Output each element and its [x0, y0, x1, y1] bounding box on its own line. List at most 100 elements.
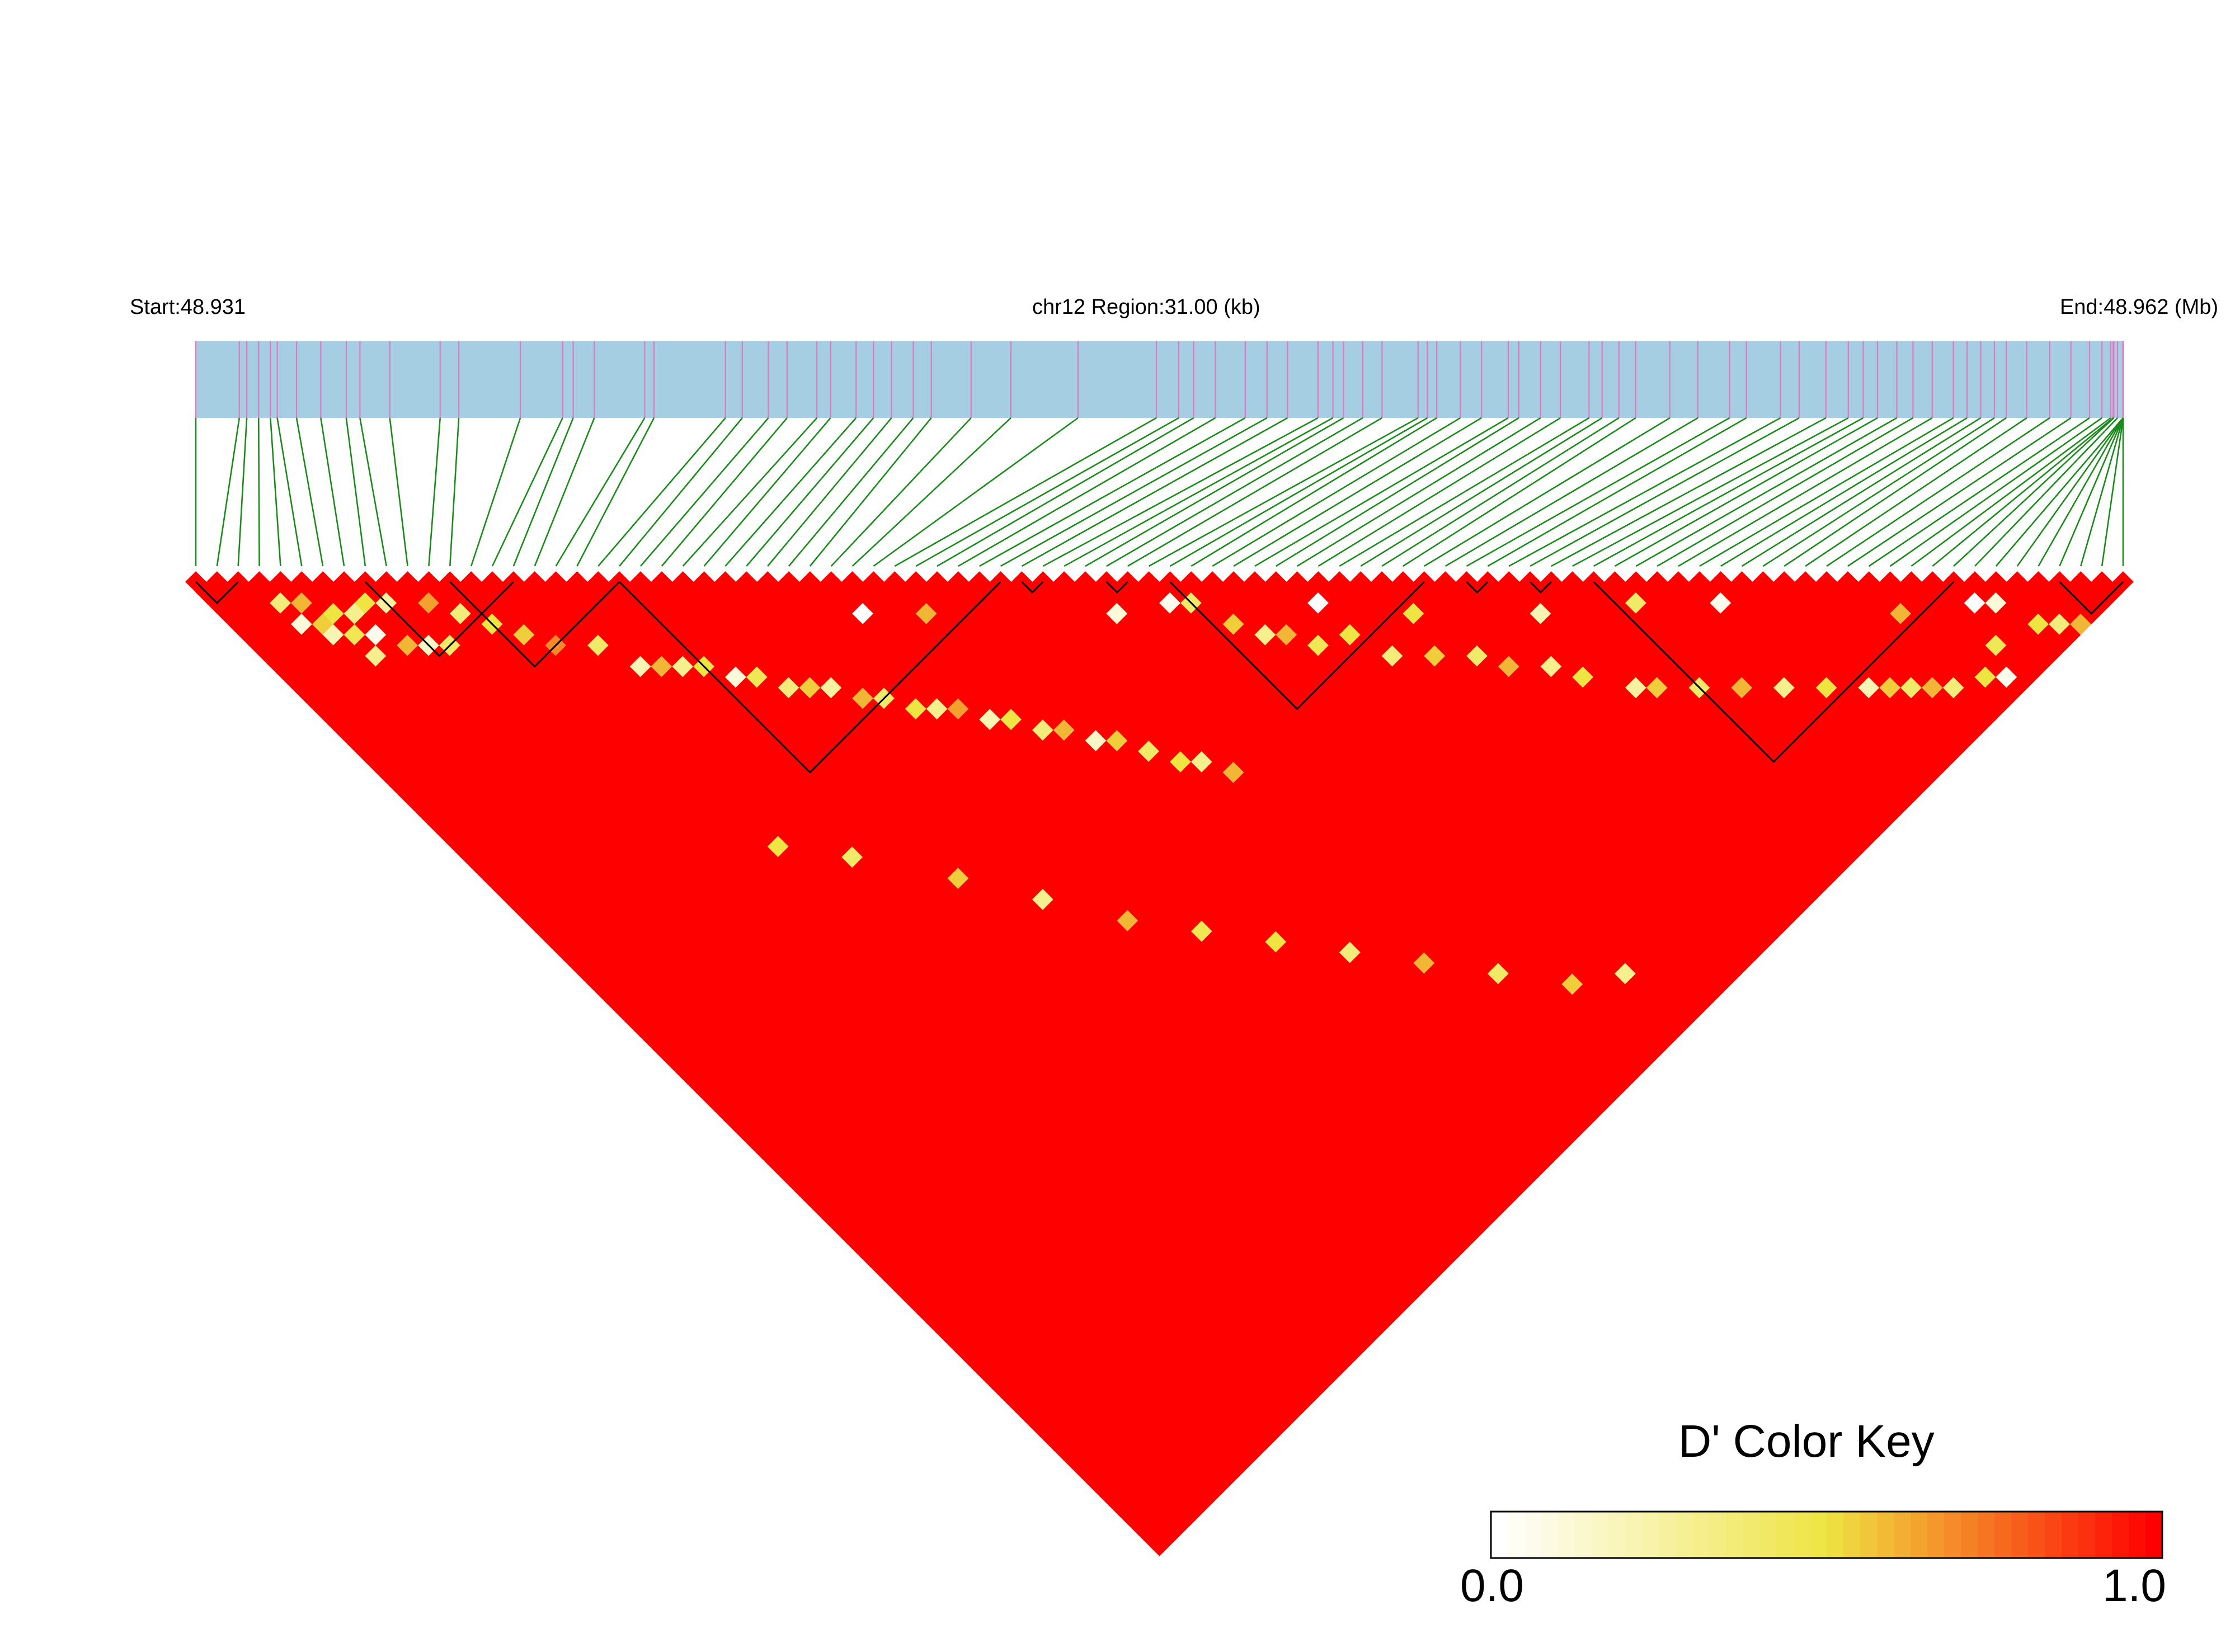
snp-connector [295, 417, 324, 567]
color-key-segment [1810, 1512, 1827, 1558]
color-key-segment [1659, 1512, 1676, 1558]
snp-connector [1254, 417, 1509, 567]
color-key-segment [1592, 1512, 1609, 1558]
color-key-segment [1575, 1512, 1592, 1558]
region-start-label: Start:48.931 [130, 295, 246, 319]
snp-connector [2016, 417, 2124, 567]
snp-connector [1233, 417, 1482, 567]
snp-connector [345, 417, 366, 567]
snp-connector [1424, 417, 1671, 567]
snp-connector [1085, 417, 1344, 567]
snp-connector [270, 417, 281, 567]
snp-connector [1360, 417, 1603, 567]
snp-connector [2059, 417, 2124, 567]
ld-heatmap [185, 571, 2134, 1556]
color-key-segment [1558, 1512, 1575, 1558]
snp-connector [746, 417, 874, 567]
snp-connector [389, 417, 408, 567]
snp-connector [1805, 417, 2027, 567]
color-key-segment [1994, 1512, 2012, 1558]
snp-connector [1762, 417, 1995, 567]
snp-connector [1021, 417, 1288, 567]
snp-connector [555, 417, 646, 567]
color-key-segment [1793, 1512, 1810, 1558]
snp-connector [1741, 417, 1982, 567]
snp-connector [682, 417, 818, 567]
snp-connector [809, 417, 932, 567]
snp-connector [1720, 417, 1968, 567]
color-key-segment [2129, 1512, 2146, 1558]
snp-connector [1339, 417, 1590, 567]
snp-connector [1487, 417, 1747, 567]
color-key-segment [1911, 1512, 1928, 1558]
snp-connector [1106, 417, 1363, 567]
snp-connector [1826, 417, 2050, 567]
snp-connector [320, 417, 345, 567]
snp-connector [1000, 417, 1268, 567]
snp-connector [1042, 417, 1319, 567]
color-key-max-label: 1.0 [2102, 1560, 2166, 1611]
snp-connector [619, 417, 743, 567]
snp-connector [894, 417, 1157, 567]
snp-connector [1508, 417, 1781, 567]
color-key-segment [1709, 1512, 1726, 1558]
color-key-segment [1860, 1512, 1878, 1558]
snp-connector [1296, 417, 1541, 567]
color-key-segment [1642, 1512, 1659, 1558]
snp-connector [788, 417, 914, 567]
snp-connector [979, 417, 1246, 567]
snp-connector [534, 417, 595, 567]
color-key-segment [1827, 1512, 1844, 1558]
color-key-segment [1676, 1512, 1693, 1558]
color-key-segment [1877, 1512, 1894, 1558]
snp-connector [1403, 417, 1636, 567]
color-key-title: D' Color Key [1678, 1416, 1935, 1467]
color-key-segment [2145, 1512, 2163, 1558]
snp-connector [1678, 417, 1933, 567]
color-key-segment [2062, 1512, 2079, 1558]
snp-connector [216, 417, 241, 567]
snp-connector [1889, 417, 2102, 567]
snp-connector [1593, 417, 1864, 567]
color-key-segment [2095, 1512, 2112, 1558]
snp-connector [2101, 417, 2124, 567]
snp-connector [1444, 417, 1698, 567]
color-key [1490, 1510, 2163, 1559]
snp-connector [576, 417, 655, 567]
color-key-segment [2028, 1512, 2045, 1558]
snp-connector [1381, 417, 1620, 567]
snp-connector [276, 417, 303, 567]
snp-connector [1530, 417, 1800, 567]
color-key-segment [1524, 1512, 1542, 1558]
snp-connector [1932, 417, 2114, 567]
snp-connector [1466, 417, 1730, 567]
snp-connector [1657, 417, 1914, 567]
color-key-segment [1776, 1512, 1794, 1558]
snp-connector [1868, 417, 2090, 567]
snp-connector [1148, 417, 1419, 567]
snp-connector [915, 417, 1179, 567]
snp-connector [1127, 417, 1382, 567]
snp-connector [359, 417, 387, 567]
snp-connector [640, 417, 769, 567]
snp-connector [851, 417, 1011, 567]
color-key-segment [1608, 1512, 1626, 1558]
snp-connector [512, 417, 574, 567]
snp-connector [661, 417, 788, 567]
snp-connector [1169, 417, 1428, 567]
snp-connector [1064, 417, 1334, 567]
color-key-segment [1625, 1512, 1643, 1558]
color-key-segment [1961, 1512, 1978, 1558]
snp-connector [2038, 417, 2124, 567]
color-key-segment [2045, 1512, 2062, 1558]
snp-connector [1784, 417, 2007, 567]
color-key-segment [1894, 1512, 1911, 1558]
snp-connector [470, 417, 521, 567]
color-key-segment [1541, 1512, 1559, 1558]
snp-connector [1995, 417, 2124, 567]
color-key-segment [1491, 1512, 1508, 1558]
snp-connector [2080, 417, 2124, 567]
snp-connector [937, 417, 1194, 567]
chromosome-track [196, 341, 2123, 418]
